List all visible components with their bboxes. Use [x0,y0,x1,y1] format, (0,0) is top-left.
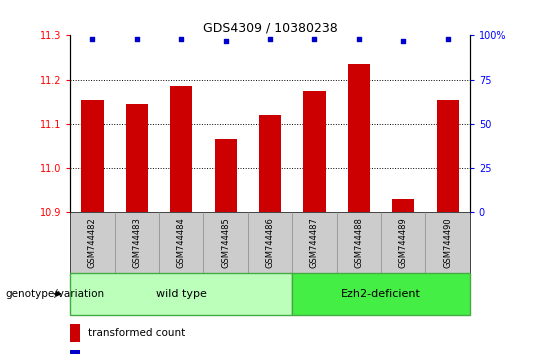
Bar [214,139,237,212]
Point [266,36,274,42]
Bar [303,91,326,212]
Bar [292,273,470,315]
Point [443,36,452,42]
Point [177,36,186,42]
Text: GSM744486: GSM744486 [266,217,274,268]
Text: genotype/variation: genotype/variation [5,289,105,299]
Text: GSM744487: GSM744487 [310,217,319,268]
Text: GSM744485: GSM744485 [221,217,230,268]
Bar [70,324,80,343]
Point [310,36,319,42]
Point [399,38,408,44]
Text: GSM744489: GSM744489 [399,217,408,268]
Bar [436,99,458,212]
Text: GSM744482: GSM744482 [88,217,97,268]
Point [132,36,141,42]
Text: GSM744488: GSM744488 [354,217,363,268]
Bar [82,99,104,212]
Bar [126,104,148,212]
Bar [392,199,414,212]
Text: transformed count: transformed count [88,329,185,338]
Bar [348,64,370,212]
Text: wild type: wild type [156,289,207,299]
Title: GDS4309 / 10380238: GDS4309 / 10380238 [202,21,338,34]
Text: GSM744490: GSM744490 [443,217,452,268]
Point [88,36,97,42]
Text: GSM744483: GSM744483 [132,217,141,268]
Point [221,38,230,44]
Bar [259,115,281,212]
Bar [70,350,80,354]
Text: GSM744484: GSM744484 [177,217,186,268]
Bar [70,273,292,315]
Point [354,36,363,42]
Text: Ezh2-deficient: Ezh2-deficient [341,289,421,299]
Bar [170,86,192,212]
